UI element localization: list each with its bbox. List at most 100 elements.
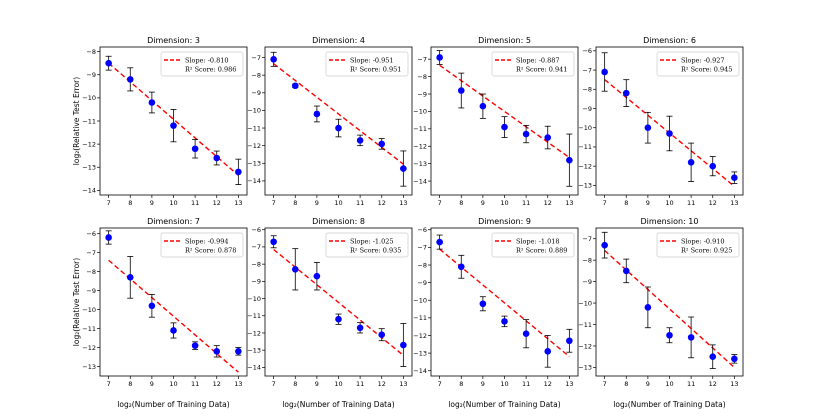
panel-title: Dimension: 5 xyxy=(478,36,531,45)
panel-title: Dimension: 3 xyxy=(147,36,200,45)
data-point xyxy=(400,341,407,349)
y-tick-label: −12 xyxy=(82,140,96,148)
data-point xyxy=(213,154,221,162)
x-tick-label: 10 xyxy=(665,380,673,388)
y-tick-label: −8 xyxy=(86,268,96,276)
data-point xyxy=(191,145,199,153)
y-tick-label: −14 xyxy=(413,367,427,375)
x-tick-label: 12 xyxy=(709,199,717,207)
y-tick-label: −11 xyxy=(247,124,261,132)
y-tick-label: −6 xyxy=(417,226,427,234)
data-point xyxy=(436,54,443,61)
y-tick-label: −9 xyxy=(86,71,96,79)
x-tick-label: 11 xyxy=(687,199,695,207)
x-tick-label: 10 xyxy=(169,199,177,207)
y-tick-label: −8 xyxy=(86,48,96,56)
x-tick-label: 12 xyxy=(213,380,221,388)
y-tick-label: −9 xyxy=(251,89,261,97)
x-tick-label: 8 xyxy=(624,199,628,207)
x-tick-label: 12 xyxy=(709,380,717,388)
x-tick-label: 13 xyxy=(565,199,573,207)
y-tick-label: −11 xyxy=(247,312,261,320)
x-tick-label: 10 xyxy=(169,380,177,388)
y-tick-label: −13 xyxy=(247,160,261,168)
x-axis-label-col-4: log₂(Number of Training Data) xyxy=(613,400,725,409)
legend-box xyxy=(160,232,244,258)
y-tick-label: −8 xyxy=(251,260,261,268)
data-point xyxy=(601,241,608,249)
data-point xyxy=(436,238,443,246)
data-point xyxy=(622,267,630,275)
x-tick-label: 7 xyxy=(603,199,607,207)
y-tick-label: −11 xyxy=(578,143,592,151)
x-tick-label: 11 xyxy=(356,199,364,207)
legend-slope-label: Slope: -0.927 xyxy=(681,57,725,65)
data-point xyxy=(191,342,199,349)
x-tick-label: 7 xyxy=(438,199,442,207)
legend-r2-label: R² Score: 0.951 xyxy=(350,66,401,74)
data-point xyxy=(522,130,530,138)
x-axis-label-col-3: log₂(Number of Training Data) xyxy=(448,400,560,409)
legend-r2-label: R² Score: 0.925 xyxy=(681,247,732,255)
y-tick-label: −10 xyxy=(578,299,592,307)
y-tick-label: −7 xyxy=(582,235,592,243)
y-tick-label: −6 xyxy=(582,47,592,55)
x-tick-label: 13 xyxy=(399,199,407,207)
data-point xyxy=(148,302,156,310)
x-axis-label-col-2: log₂(Number of Training Data) xyxy=(282,400,394,409)
x-tick-label: 12 xyxy=(378,380,386,388)
fit-line xyxy=(439,64,570,159)
fit-line xyxy=(273,248,404,356)
panel-title: Dimension: 10 xyxy=(641,217,699,226)
data-point xyxy=(544,134,552,141)
x-tick-label: 8 xyxy=(128,380,132,388)
x-tick-label: 7 xyxy=(272,199,276,207)
legend-r2-label: R² Score: 0.986 xyxy=(185,66,236,74)
x-tick-label: 13 xyxy=(565,380,573,388)
y-tick-label: −7 xyxy=(582,66,592,74)
legend-slope-label: Slope: -0.810 xyxy=(185,57,229,65)
chart-panel-2: Dimension: 4 7 8 9 10 11 12 13 −7 −8 −9 −10 −11 −12 −1… xyxy=(247,36,413,207)
data-point xyxy=(270,56,277,63)
data-point xyxy=(378,331,386,338)
data-point xyxy=(731,355,738,363)
x-tick-label: 8 xyxy=(293,199,297,207)
x-tick-label: 11 xyxy=(522,199,530,207)
y-tick-label: −11 xyxy=(578,321,592,329)
y-tick-label: −10 xyxy=(413,108,427,116)
x-tick-label: 11 xyxy=(191,380,199,388)
y-tick-label: −10 xyxy=(82,94,96,102)
y-tick-label: −14 xyxy=(247,364,261,372)
y-tick-label: −8 xyxy=(582,86,592,94)
x-tick-label: 7 xyxy=(107,199,111,207)
data-point xyxy=(105,59,112,67)
y-tick-label: −8 xyxy=(582,256,592,264)
x-tick-label: 9 xyxy=(315,199,319,207)
y-axis-label-row-1: log₂(Relative Test Error) xyxy=(72,77,81,165)
y-tick-label: −14 xyxy=(82,187,96,195)
data-point xyxy=(479,300,487,308)
x-tick-label: 7 xyxy=(438,380,442,388)
legend-slope-label: Slope: -0.994 xyxy=(185,238,229,246)
x-tick-label: 8 xyxy=(128,199,132,207)
legend-slope-label: Slope: -1.025 xyxy=(350,238,394,246)
panel-title: Dimension: 8 xyxy=(312,217,365,226)
x-tick-label: 9 xyxy=(150,380,154,388)
data-point xyxy=(687,334,695,341)
x-tick-label: 13 xyxy=(399,380,407,388)
x-tick-label: 10 xyxy=(334,380,342,388)
data-point xyxy=(709,162,717,170)
y-tick-label: −11 xyxy=(413,125,427,133)
x-tick-label: 8 xyxy=(459,199,463,207)
x-tick-label: 13 xyxy=(730,380,738,388)
legend-slope-label: Slope: -1.018 xyxy=(516,238,560,246)
x-tick-label: 9 xyxy=(150,199,154,207)
x-tick-label: 9 xyxy=(646,380,650,388)
x-tick-label: 11 xyxy=(191,199,199,207)
y-tick-label: −7 xyxy=(86,249,96,257)
y-tick-label: −13 xyxy=(82,164,96,172)
y-tick-label: −8 xyxy=(417,73,427,81)
x-axis-label-col-1: log₂(Number of Training Data) xyxy=(117,400,229,409)
x-tick-label: 12 xyxy=(544,380,552,388)
